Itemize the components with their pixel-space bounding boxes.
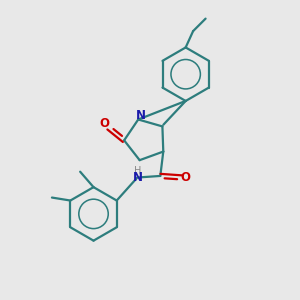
Text: O: O <box>100 117 110 130</box>
Text: H: H <box>134 166 141 176</box>
Text: N: N <box>136 110 146 122</box>
Text: N: N <box>132 171 142 184</box>
Text: O: O <box>181 171 191 184</box>
